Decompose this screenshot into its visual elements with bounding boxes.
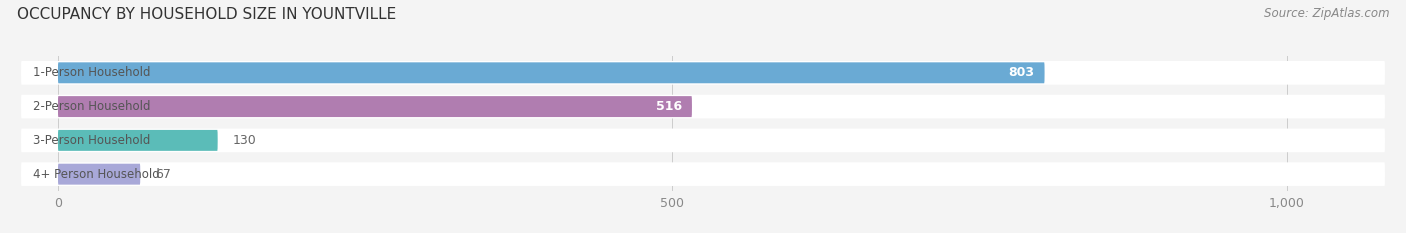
FancyBboxPatch shape [58, 62, 1045, 83]
Text: Source: ZipAtlas.com: Source: ZipAtlas.com [1264, 7, 1389, 20]
FancyBboxPatch shape [58, 130, 218, 151]
Text: 67: 67 [155, 168, 172, 181]
Text: 1-Person Household: 1-Person Household [34, 66, 150, 79]
FancyBboxPatch shape [21, 162, 1385, 186]
FancyBboxPatch shape [21, 61, 1385, 85]
Text: 130: 130 [232, 134, 256, 147]
FancyBboxPatch shape [58, 96, 692, 117]
Text: 516: 516 [657, 100, 682, 113]
FancyBboxPatch shape [58, 164, 141, 185]
FancyBboxPatch shape [21, 95, 1385, 118]
Text: 803: 803 [1008, 66, 1035, 79]
Text: OCCUPANCY BY HOUSEHOLD SIZE IN YOUNTVILLE: OCCUPANCY BY HOUSEHOLD SIZE IN YOUNTVILL… [17, 7, 396, 22]
Text: 3-Person Household: 3-Person Household [34, 134, 150, 147]
Text: 2-Person Household: 2-Person Household [34, 100, 150, 113]
Text: 4+ Person Household: 4+ Person Household [34, 168, 160, 181]
FancyBboxPatch shape [21, 129, 1385, 152]
